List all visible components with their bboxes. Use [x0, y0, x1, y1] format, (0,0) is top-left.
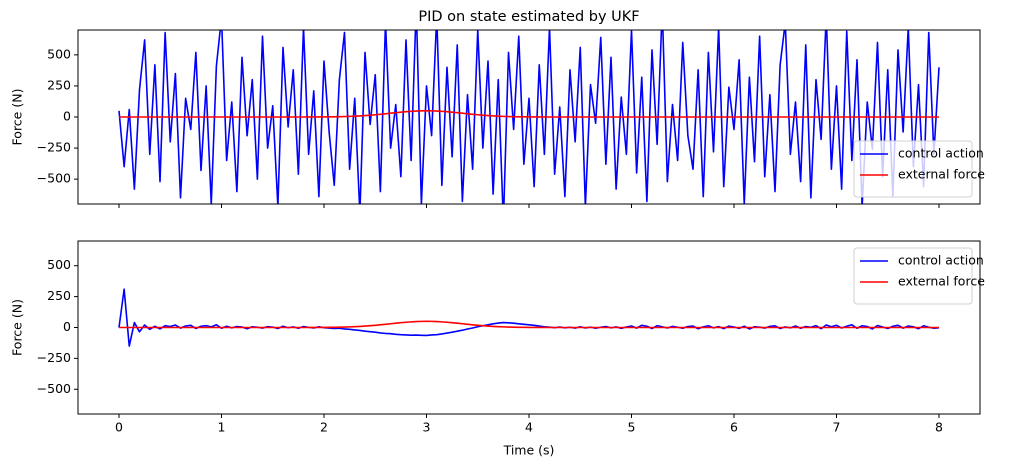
legend-box: [853, 247, 973, 305]
plot-area: [118, 288, 940, 347]
legend-label: external force: [898, 167, 985, 182]
y-tick-label: −500: [37, 171, 71, 186]
y-tick-label: 0: [63, 109, 71, 124]
y-tick-label: 250: [47, 288, 71, 303]
plot-area: [118, 30, 940, 204]
y-axis-label: Force (N): [10, 299, 25, 356]
y-tick-label: −250: [37, 140, 71, 155]
line-series: [119, 109, 939, 118]
x-tick-label: 6: [730, 420, 738, 435]
y-axis-label: Force (N): [10, 89, 25, 146]
legend-box: [853, 140, 973, 198]
x-tick-label: 7: [833, 420, 841, 435]
axes-frame: [77, 240, 981, 415]
x-tick-label: 5: [628, 420, 636, 435]
legend-label: external force: [898, 274, 985, 289]
x-tick-label: 1: [218, 420, 226, 435]
x-tick-label: 3: [423, 420, 431, 435]
axes-frame: [77, 29, 981, 205]
line-series: [118, 288, 940, 347]
legend-label: control action: [898, 146, 984, 161]
line-series: [118, 30, 940, 204]
y-tick-label: −250: [37, 350, 71, 365]
y-tick-label: 500: [47, 257, 71, 272]
x-tick-label: 8: [935, 420, 943, 435]
y-tick-label: 500: [47, 46, 71, 61]
y-tick-label: 0: [63, 319, 71, 334]
legend-label: control action: [898, 253, 984, 268]
y-tick-label: −500: [37, 381, 71, 396]
line-series: [119, 320, 939, 329]
x-tick-label: 0: [115, 420, 123, 435]
y-tick-label: 250: [47, 77, 71, 92]
x-axis-label: Time (s): [503, 443, 555, 458]
chart-title: PID on state estimated by UKF: [418, 9, 639, 25]
x-tick-label: 4: [525, 420, 533, 435]
x-tick-label: 2: [320, 420, 328, 435]
